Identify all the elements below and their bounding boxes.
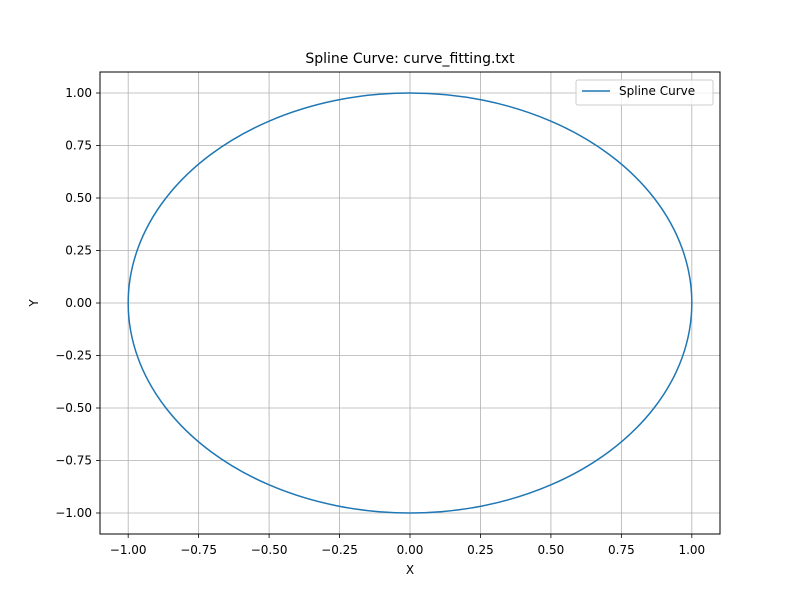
series-line-spline-curve xyxy=(127,92,693,514)
x-tick-label: −1.00 xyxy=(110,543,147,557)
x-tick-label: −0.75 xyxy=(180,543,217,557)
legend-label: Spline Curve xyxy=(619,84,695,98)
x-tick-label: −0.25 xyxy=(321,543,358,557)
legend: Spline Curve xyxy=(575,79,714,106)
x-tick-label: 0.25 xyxy=(467,543,494,557)
y-tick-label: −0.75 xyxy=(55,454,92,468)
x-tick-label: 1.00 xyxy=(678,543,705,557)
y-tick-label: 0.75 xyxy=(65,139,92,153)
series-layer xyxy=(127,92,693,514)
y-tick-label: 0.25 xyxy=(65,244,92,258)
x-axis-label: X xyxy=(406,563,414,577)
legend-box xyxy=(575,79,714,106)
x-tick-label: −0.50 xyxy=(251,543,288,557)
x-tick-label: 0.50 xyxy=(538,543,565,557)
y-axis-label: Y xyxy=(27,299,41,308)
x-tick-label: 0.75 xyxy=(608,543,635,557)
chart-title: Spline Curve: curve_fitting.txt xyxy=(305,51,515,67)
y-tick-label: −0.25 xyxy=(55,349,92,363)
y-tick-label: 1.00 xyxy=(65,86,92,100)
x-tick-label: 0.00 xyxy=(397,543,424,557)
y-tick-label: 0.00 xyxy=(65,296,92,310)
y-tick-label: −1.00 xyxy=(55,506,92,520)
ticks: −1.00 −0.75 −0.50 −0.25 0.00 0.25 0.50 0.75 1.00… xyxy=(55,86,705,557)
y-tick-label: 0.50 xyxy=(65,191,92,205)
y-tick-label: −0.50 xyxy=(55,401,92,415)
